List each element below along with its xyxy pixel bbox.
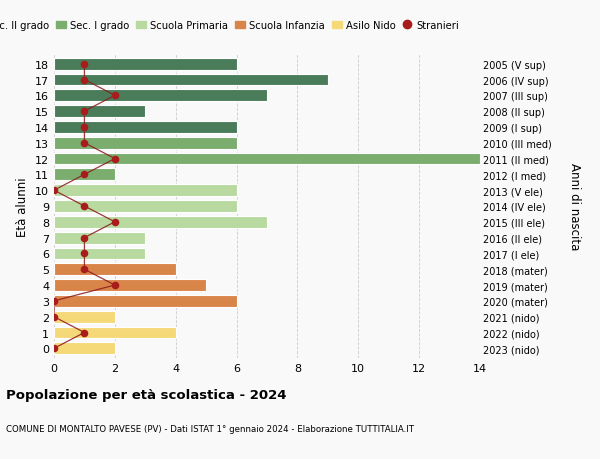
Bar (54, 327, 176, 339)
Point (80, 171, 89, 179)
Point (49, 345, 59, 352)
Point (80, 108, 89, 116)
Point (49, 313, 59, 321)
Bar (54, 59, 236, 71)
Bar (54, 342, 115, 354)
Bar (54, 122, 236, 134)
Bar (54, 295, 236, 307)
Bar (54, 138, 236, 149)
Point (80, 77, 89, 84)
Point (80, 250, 89, 257)
Point (110, 156, 119, 163)
Y-axis label: Età alunni: Età alunni (16, 177, 29, 236)
Point (80, 329, 89, 336)
Point (80, 61, 89, 68)
Y-axis label: Anni di nascita: Anni di nascita (568, 163, 581, 250)
Point (49, 187, 59, 195)
Bar (54, 248, 145, 260)
Bar (54, 169, 115, 181)
Text: COMUNE DI MONTALTO PAVESE (PV) - Dati ISTAT 1° gennaio 2024 - Elaborazione TUTTI: COMUNE DI MONTALTO PAVESE (PV) - Dati IS… (6, 425, 414, 434)
Point (110, 92, 119, 100)
Point (80, 124, 89, 131)
Bar (54, 90, 267, 102)
Bar (54, 216, 267, 228)
Bar (54, 311, 115, 323)
Point (80, 203, 89, 210)
Legend: Sec. II grado, Sec. I grado, Scuola Primaria, Scuola Infanzia, Asilo Nido, Stran: Sec. II grado, Sec. I grado, Scuola Prim… (0, 21, 459, 31)
Bar (54, 264, 176, 275)
Bar (54, 106, 145, 118)
Point (49, 297, 59, 305)
Point (80, 266, 89, 274)
Bar (54, 74, 328, 86)
Text: Popolazione per età scolastica - 2024: Popolazione per età scolastica - 2024 (6, 388, 287, 401)
Bar (54, 185, 236, 197)
Bar (54, 280, 206, 291)
Point (80, 235, 89, 242)
Point (110, 218, 119, 226)
Point (110, 282, 119, 289)
Bar (54, 201, 236, 213)
Bar (54, 232, 145, 244)
Point (80, 140, 89, 147)
Bar (54, 153, 480, 165)
